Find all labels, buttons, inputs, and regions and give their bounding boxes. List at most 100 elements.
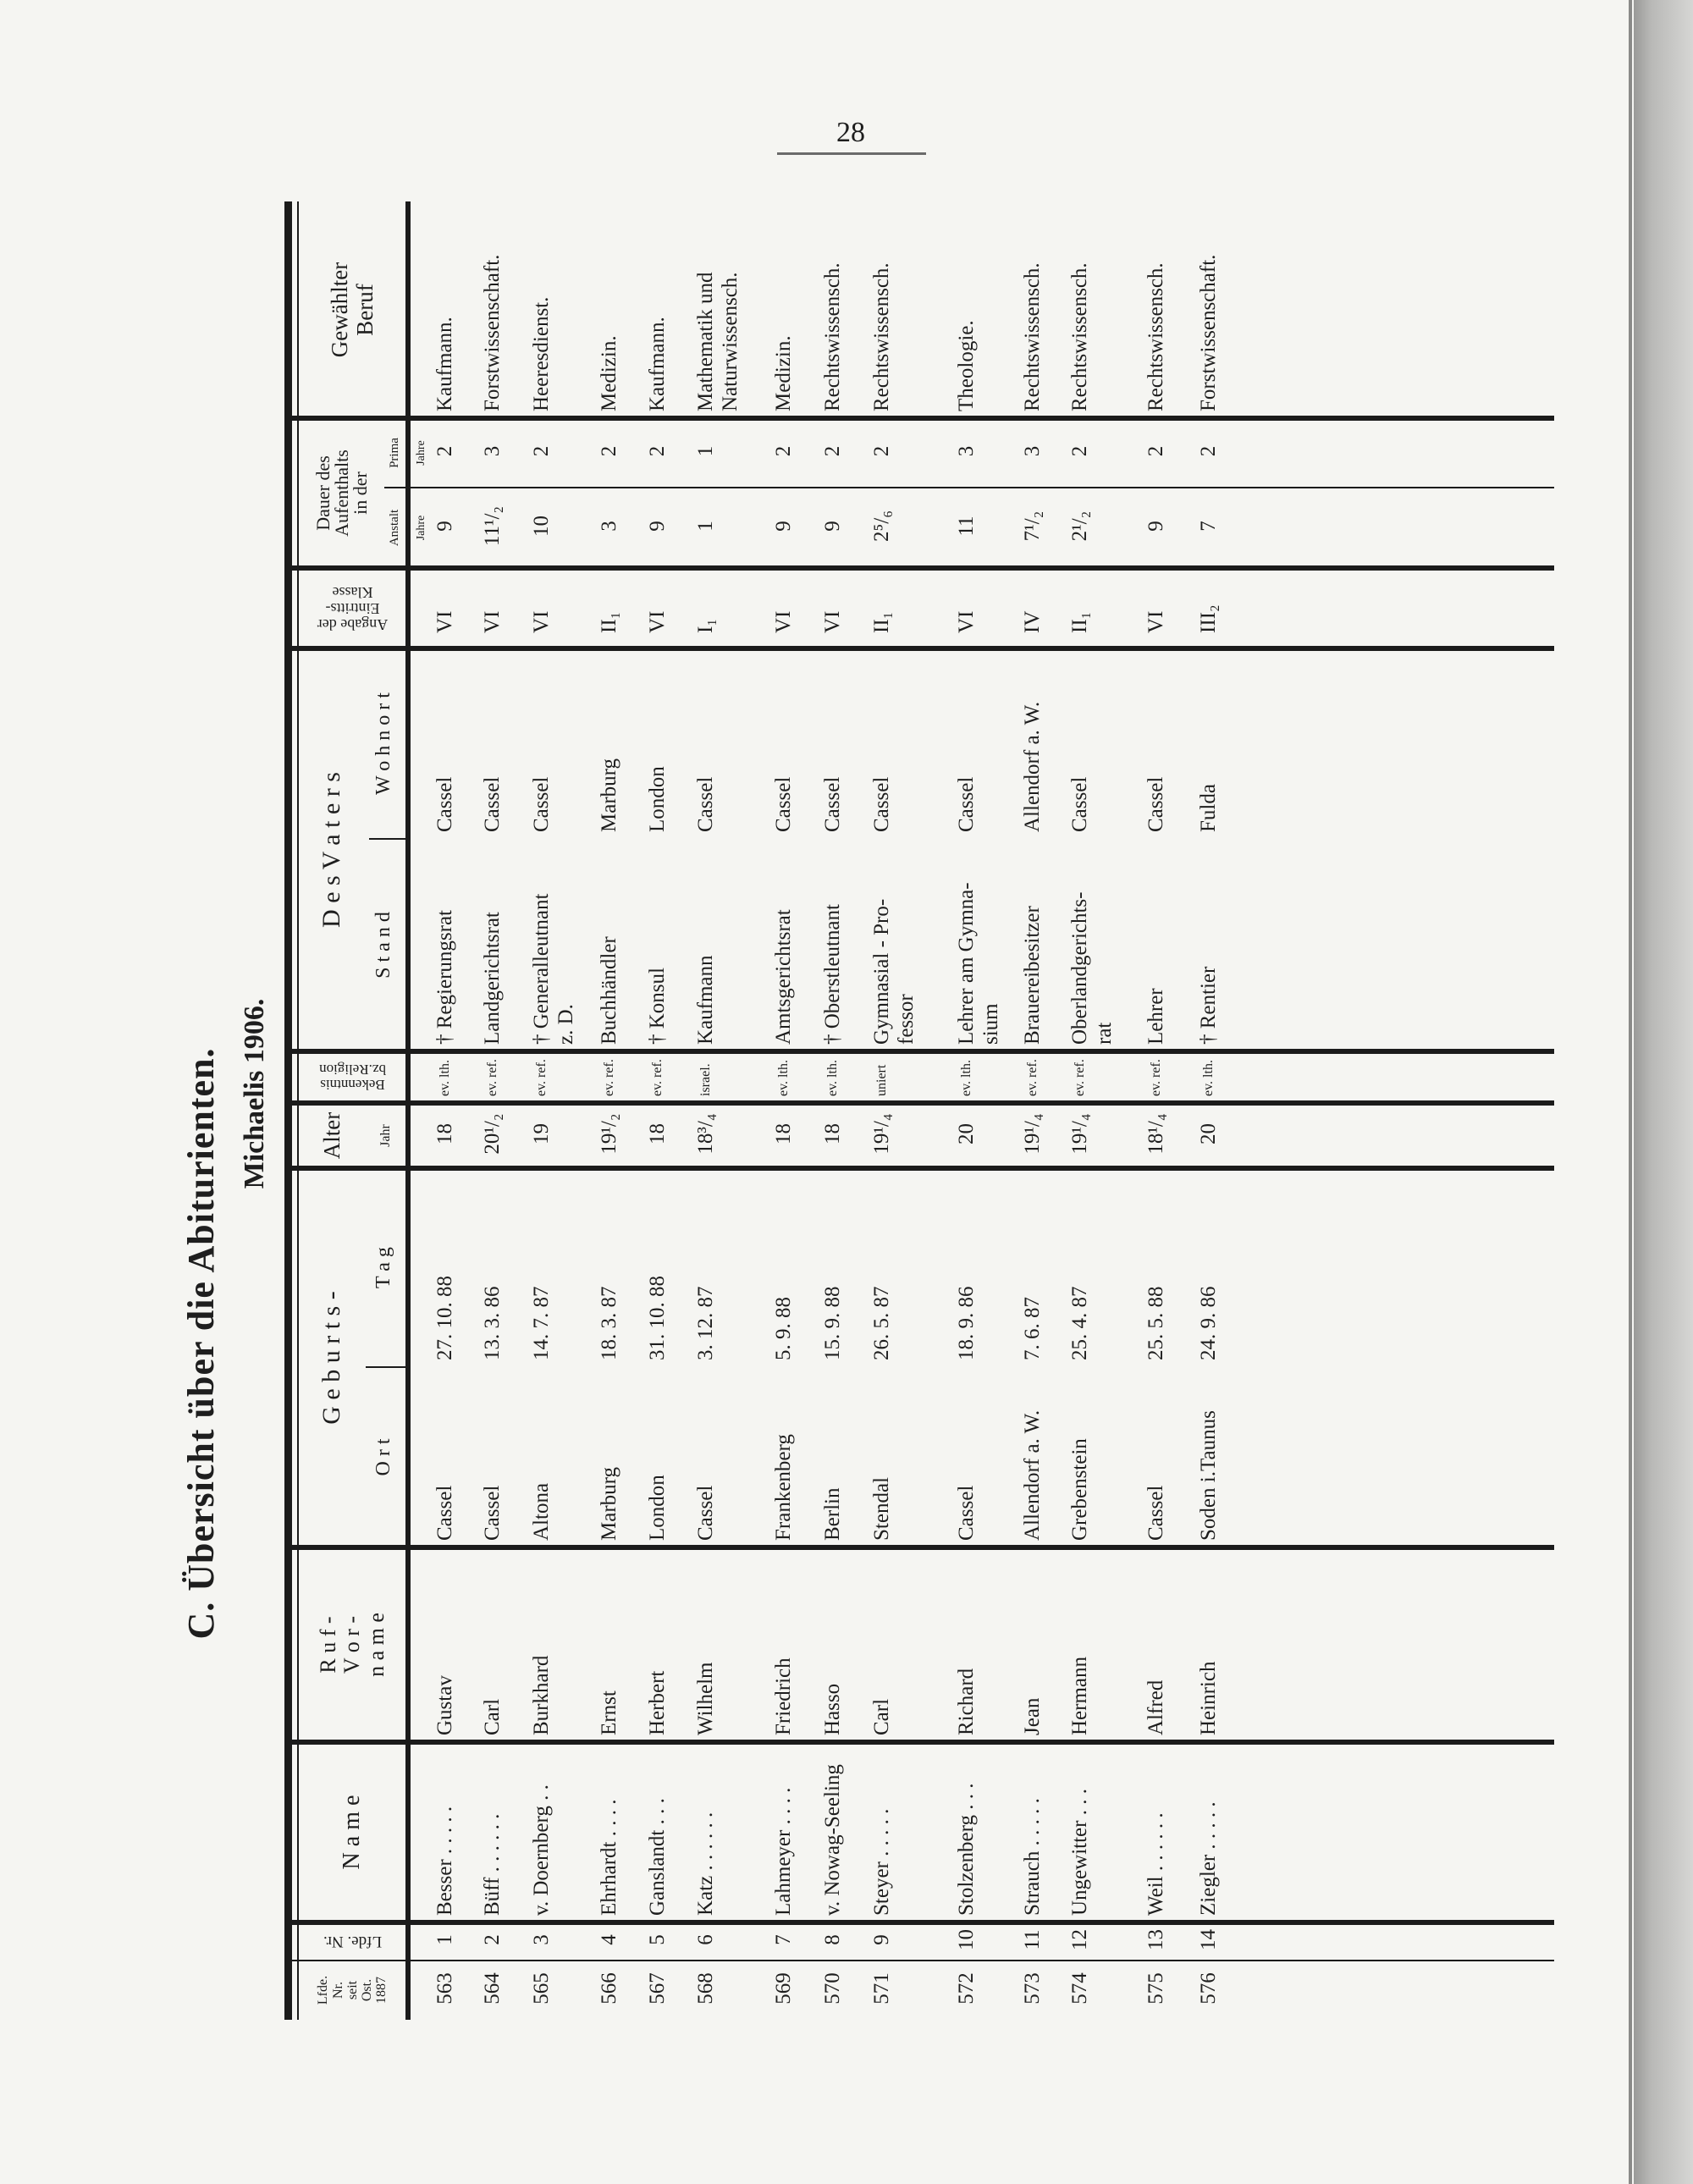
column-rule — [284, 416, 1554, 421]
cell-seit: 575 — [1144, 1972, 1167, 2005]
cell-name: v. Doernberg . . — [530, 1784, 553, 1916]
cell-seit: 569 — [772, 1972, 795, 2005]
cell-bekenntnis: ev. ref. — [1073, 1059, 1087, 1096]
cell-nr: 7 — [772, 1934, 795, 1945]
cell-seit: 568 — [694, 1972, 717, 2005]
cell-alter: 18¹/₄ — [1144, 1113, 1167, 1155]
cell-beruf: Rechtswissensch. — [1144, 262, 1167, 411]
cell-anstalt: 9 — [646, 521, 669, 532]
page-title: C. Übersicht über die Abiturienten. — [180, 1047, 222, 1640]
cell-stand: Brauereibesitzer — [1021, 906, 1044, 1045]
cell-alter: 18 — [772, 1123, 795, 1144]
cell-seit: 566 — [598, 1972, 620, 2005]
cell-prima: 3 — [955, 445, 978, 457]
cell-ort: Frankenberg — [772, 1434, 795, 1541]
column-rule-thin — [284, 1960, 1554, 1961]
cell-wohnort: Cassel — [870, 776, 893, 832]
cell-anstalt: 7¹/₂ — [1021, 510, 1044, 542]
cell-nr: 10 — [955, 1929, 978, 1950]
cell-wohnort: Cassel — [821, 776, 844, 832]
cell-alter: 19¹/₂ — [598, 1113, 620, 1155]
column-rule — [284, 1545, 1554, 1550]
cell-rufname: Wilhelm — [694, 1662, 717, 1735]
cell-rufname: Carl — [870, 1698, 893, 1735]
cell-beruf: Medizin. — [772, 335, 795, 411]
cell-stand: Kaufmann — [694, 955, 717, 1045]
cell-ort: Stendal — [870, 1477, 893, 1541]
cell-prima: 3 — [481, 445, 504, 457]
cell-bekenntnis: ev. lth. — [1201, 1060, 1216, 1096]
cell-tag: 25. 4. 87 — [1068, 1286, 1091, 1361]
cell-ort: Cassel — [481, 1485, 504, 1541]
column-rule — [284, 1740, 1554, 1745]
cell-wohnort: Cassel — [1068, 776, 1091, 832]
cell-nr: 9 — [870, 1934, 893, 1945]
cell-beruf: Forstwissenschaft. — [481, 254, 504, 411]
cell-beruf: Mathematik und Naturwissensch. — [694, 272, 742, 411]
cell-klasse: III₂ — [1197, 604, 1220, 633]
cell-nr: 8 — [821, 1934, 844, 1945]
cell-tag: 3. 12. 87 — [694, 1286, 717, 1361]
cell-tag: 27. 10. 88 — [433, 1276, 456, 1360]
cell-beruf: Theologie. — [955, 320, 978, 411]
cell-alter: 20 — [1197, 1123, 1220, 1144]
cell-bekenntnis: ev. lth. — [776, 1060, 791, 1096]
cell-nr: 11 — [1021, 1929, 1044, 1950]
cell-rufname: Friedrich — [772, 1657, 795, 1735]
cell-klasse: IV — [1021, 610, 1044, 633]
cell-stand: † Regierungsrat — [433, 910, 456, 1045]
cell-wohnort: Cassel — [772, 776, 795, 832]
cell-prima: 2 — [821, 445, 844, 457]
cell-tag: 18. 3. 87 — [598, 1286, 620, 1361]
cell-beruf: Rechtswissensch. — [1068, 262, 1091, 411]
cell-alter: 18³/₄ — [694, 1113, 717, 1155]
header-dauer: Dauer des Aufenthalts in der — [312, 449, 371, 537]
cell-prima: 2 — [1197, 445, 1220, 457]
cell-prima: 3 — [1021, 445, 1044, 457]
cell-klasse: VI — [481, 610, 504, 633]
page-number-rule — [777, 152, 926, 155]
cell-seit: 570 — [821, 1972, 844, 2005]
cell-rufname: Ernst — [598, 1690, 620, 1735]
cell-klasse: VI — [955, 610, 978, 633]
cell-klasse: II₁ — [598, 611, 620, 633]
cell-bekenntnis: ev. ref. — [534, 1059, 549, 1096]
cell-stand: Amtsgerichtsrat — [772, 909, 795, 1045]
cell-prima: 2 — [870, 445, 893, 457]
header-beruf: Gewählter Beruf — [327, 262, 378, 358]
cell-rufname: Gustav — [433, 1675, 456, 1735]
cell-seit: 573 — [1021, 1972, 1044, 2005]
cell-tag: 7. 6. 87 — [1021, 1297, 1044, 1360]
cell-wohnort: Fulda — [1197, 784, 1220, 832]
cell-klasse: VI — [821, 610, 844, 633]
cell-name: Büff . . . . . . — [481, 1813, 504, 1916]
cell-anstalt: 9 — [1144, 521, 1167, 532]
header-des-vaters: D e s V a t e r s — [317, 772, 345, 928]
cell-alter: 18 — [821, 1123, 844, 1144]
cell-bekenntnis: ev. ref. — [1025, 1059, 1040, 1096]
cell-stand: † Rentier — [1197, 966, 1220, 1045]
cell-nr: 12 — [1068, 1929, 1091, 1950]
cell-ort: Soden i.Taunus — [1197, 1410, 1220, 1541]
cell-wohnort: London — [646, 766, 669, 832]
cell-tag: 15. 9. 88 — [821, 1286, 844, 1361]
label-jahre-prima: Jahre — [415, 440, 428, 466]
cell-bekenntnis: ev. ref. — [485, 1059, 499, 1096]
cell-rufname: Burkhard — [530, 1655, 553, 1735]
cell-prima: 2 — [1068, 445, 1091, 457]
cell-anstalt: 11 — [955, 516, 978, 537]
cell-name: Ungewitter . . . — [1068, 1789, 1091, 1916]
cell-nr: 3 — [530, 1934, 553, 1945]
cell-stand: † Konsul — [646, 968, 669, 1045]
cell-klasse: II₁ — [870, 611, 893, 633]
cell-name: v. Nowag-Seeling — [821, 1764, 844, 1916]
cell-name: Strauch . . . . . — [1021, 1798, 1044, 1916]
header-wohnort: W o h n o r t — [372, 692, 394, 795]
cell-bekenntnis: ev. ref. — [602, 1059, 616, 1096]
cell-seit: 567 — [646, 1972, 669, 2005]
header-geburts: G e b u r t s - — [317, 1291, 345, 1425]
cell-seit: 565 — [530, 1972, 553, 2005]
cell-seit: 572 — [955, 1972, 978, 2005]
cell-nr: 1 — [433, 1934, 456, 1945]
cell-beruf: Heeresdienst. — [530, 296, 553, 411]
